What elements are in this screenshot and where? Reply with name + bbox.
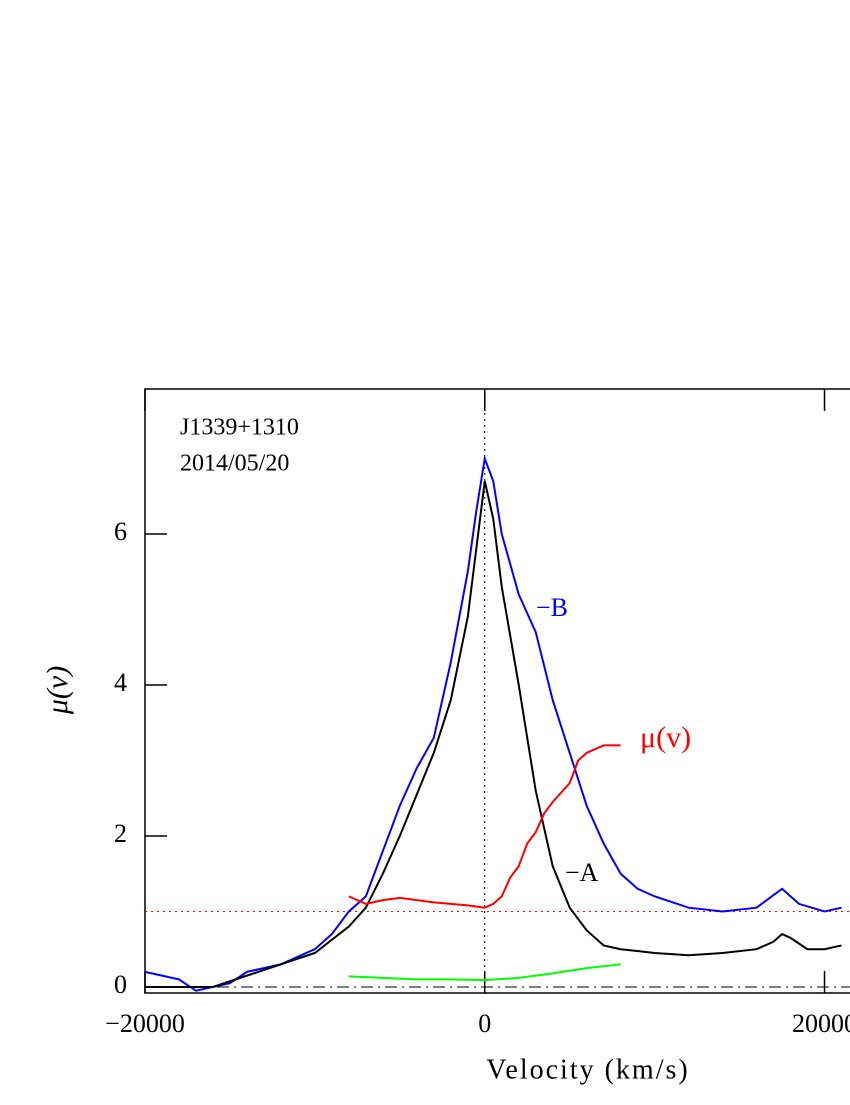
y-tick-label: 6 (114, 517, 127, 546)
series-line (144, 454, 842, 992)
y-tick-label: 2 (114, 819, 127, 848)
frame (144, 388, 850, 994)
x-axis-label: Velocity (km/s) (486, 1054, 689, 1085)
y-tick-label: 4 (114, 668, 127, 697)
annotation: J1339+1310 (180, 415, 299, 441)
series-line (145, 480, 842, 988)
x-tick-label: 0 (478, 1009, 491, 1038)
y-tick-label: 0 (114, 970, 127, 999)
x-tick-label: −20000 (105, 1009, 185, 1038)
series-label: −B (536, 593, 568, 622)
x-tick-label: 20000 (792, 1009, 850, 1038)
y-axis-label: μ(v) (41, 666, 74, 715)
annotation: 2014/05/20 (180, 451, 289, 477)
series-line (348, 963, 621, 982)
series-label: −A (565, 858, 599, 887)
series-line (348, 744, 621, 909)
series-label: μ(v) (640, 721, 691, 754)
